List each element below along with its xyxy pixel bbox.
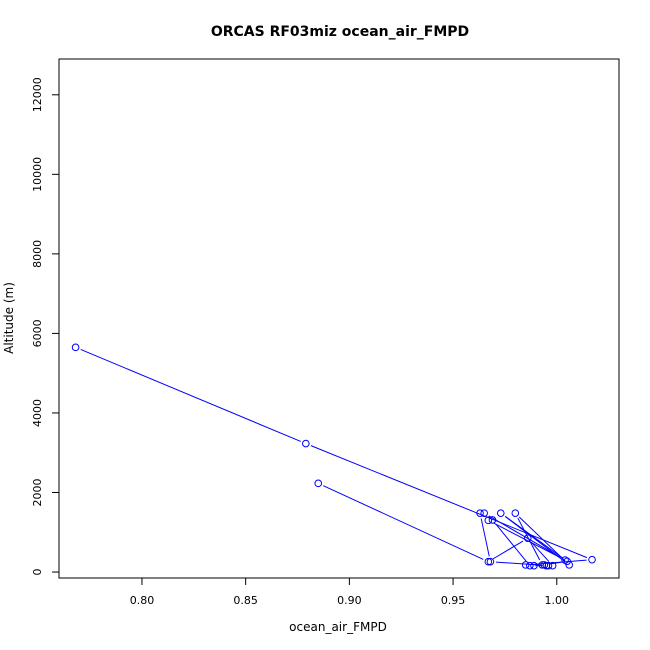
- x-tick-label: 1.00: [545, 594, 570, 607]
- chart-title: ORCAS RF03miz ocean_air_FMPD: [211, 24, 469, 40]
- data-point: [486, 557, 495, 566]
- data-point: [480, 509, 488, 517]
- data-point: [544, 561, 553, 570]
- series-line-segment: [80, 348, 301, 442]
- y-tick-label: 6000: [31, 319, 44, 347]
- plot-area-frame: [58, 58, 620, 579]
- x-axis-label: ocean_air_FMPD: [289, 620, 387, 634]
- y-tick-label: 10000: [31, 157, 44, 192]
- data-point: [530, 561, 538, 570]
- y-tick-label: 8000: [31, 240, 44, 268]
- x-tick-label: 0.90: [337, 594, 362, 607]
- data-point: [476, 509, 484, 517]
- data-point: [484, 516, 493, 525]
- series-line-segment: [480, 518, 490, 557]
- data-point: [496, 509, 505, 517]
- x-axis: 0.80 0.85 0.90 0.95 1.00: [130, 577, 570, 607]
- y-tick-label: 0: [31, 569, 44, 576]
- series-line-segment: [495, 561, 544, 566]
- x-tick-label: 0.95: [441, 594, 466, 607]
- series-line-segment: [531, 541, 550, 562]
- x-tick-label: 0.85: [233, 594, 258, 607]
- data-point: [71, 343, 80, 352]
- series-line-segment: [549, 561, 562, 565]
- data-point: [588, 555, 596, 564]
- data-point: [521, 561, 530, 569]
- data-point: [526, 561, 534, 570]
- data-point: [511, 509, 520, 517]
- series-line-segment: [492, 522, 561, 559]
- data-point: [302, 439, 310, 448]
- series-line-segment: [310, 445, 588, 559]
- y-axis: 0 2000 4000 6000 8000 10000 12000: [31, 77, 60, 576]
- data-point: [484, 557, 493, 566]
- y-tick-label: 2000: [31, 478, 44, 506]
- data-point: [314, 479, 323, 488]
- series-line-segment: [323, 485, 484, 560]
- y-axis-label: Altitude (m): [2, 282, 16, 354]
- series-line-segment: [518, 516, 566, 562]
- data-point: [488, 516, 497, 524]
- data-point: [523, 534, 532, 543]
- data-point: [548, 561, 557, 570]
- series-line-segment: [495, 523, 527, 562]
- x-tick-label: 0.80: [130, 594, 155, 607]
- y-tick-label: 12000: [31, 77, 44, 112]
- data-series: [71, 343, 596, 570]
- data-point: [565, 561, 574, 569]
- series-line-segment: [492, 540, 524, 560]
- y-tick-label: 4000: [31, 399, 44, 427]
- data-point: [561, 556, 569, 564]
